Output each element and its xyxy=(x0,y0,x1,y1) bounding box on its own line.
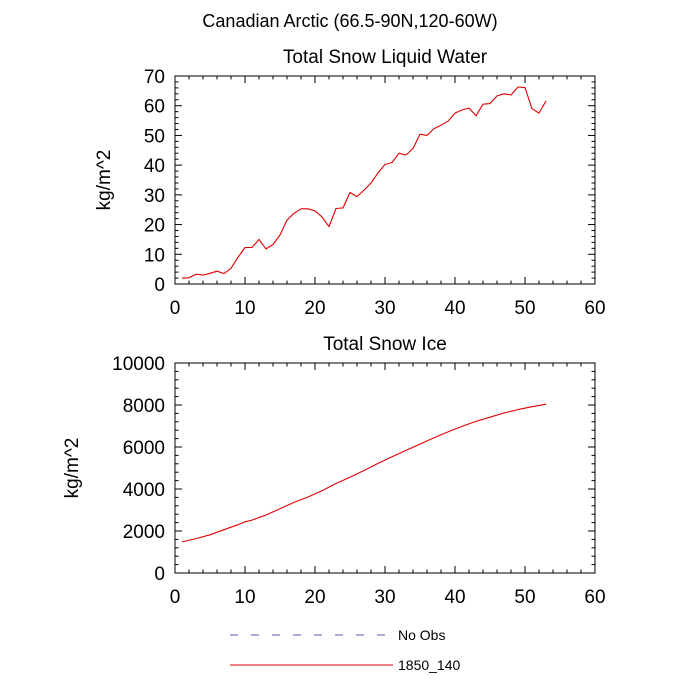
y-tick-label: 20 xyxy=(144,216,165,237)
y-tick-label: 4000 xyxy=(123,480,165,501)
y-tick-label: 10000 xyxy=(112,354,165,375)
y-tick-label: 6000 xyxy=(123,438,165,459)
x-tick-label: 40 xyxy=(444,587,465,608)
x-tick-label: 20 xyxy=(304,587,325,608)
series-line-1 xyxy=(181,403,547,543)
x-tick-label: 60 xyxy=(584,298,605,319)
y-tick-label: 30 xyxy=(144,186,165,207)
x-tick-label: 0 xyxy=(170,587,181,608)
y-tick-label: 40 xyxy=(144,156,165,177)
x-tick-label: 20 xyxy=(304,298,325,319)
chart-panel-2: Total Snow Ice 0 10 20 30 40 50 60 0 2000 4000 6000… xyxy=(62,334,606,608)
y-axis-label: kg/m^2 xyxy=(94,150,115,211)
figure-title: Canadian Arctic (66.5-90N,120-60W) xyxy=(202,11,498,31)
y-tick-label: 0 xyxy=(154,564,165,585)
x-tick-label: 10 xyxy=(234,298,255,319)
legend-label-2: 1850_140 xyxy=(398,657,461,673)
legend: No Obs 1850_140 xyxy=(230,627,461,673)
series-line-1 xyxy=(181,86,547,279)
legend-label-1: No Obs xyxy=(398,627,445,643)
chart-panel-1: Total Snow Liquid Water 0 10 20 30 40 50 60 0 10 2… xyxy=(94,47,606,319)
x-tick-label: 40 xyxy=(444,298,465,319)
y-tick-label: 10 xyxy=(144,245,165,266)
y-tick-label: 2000 xyxy=(123,522,165,543)
x-tick-label: 10 xyxy=(234,587,255,608)
x-tick-label: 30 xyxy=(374,298,395,319)
x-tick-label: 30 xyxy=(374,587,395,608)
y-tick-label: 60 xyxy=(144,97,165,118)
x-tick-label: 50 xyxy=(514,298,535,319)
chart-title: Total Snow Ice xyxy=(323,334,447,355)
y-axis-label: kg/m^2 xyxy=(62,438,83,499)
y-tick-label: 0 xyxy=(154,275,165,296)
y-tick-label: 50 xyxy=(144,126,165,147)
plot-frame xyxy=(174,362,596,574)
x-tick-label: 50 xyxy=(514,587,535,608)
y-tick-label: 70 xyxy=(144,67,165,88)
chart-title: Total Snow Liquid Water xyxy=(283,47,488,68)
x-tick-label: 0 xyxy=(170,298,181,319)
y-tick-label: 8000 xyxy=(123,396,165,417)
x-tick-label: 60 xyxy=(584,587,605,608)
